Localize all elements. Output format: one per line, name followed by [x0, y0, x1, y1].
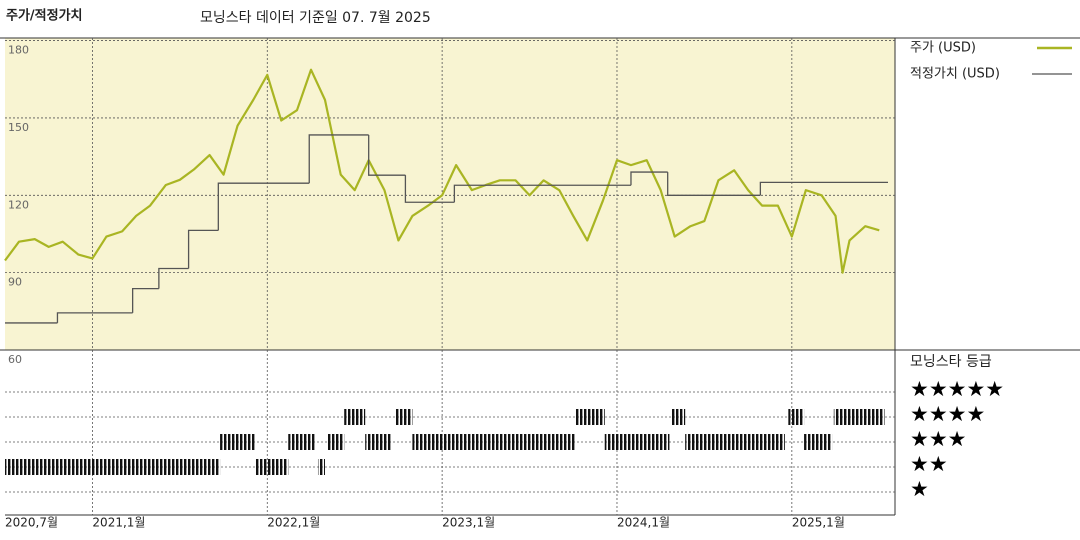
- chart-title: 주가/적정가치: [6, 8, 83, 24]
- rating-label: ★★: [910, 452, 948, 476]
- x-tick-label: 2021,1월: [92, 516, 145, 530]
- fair-value-step: [759, 181, 889, 196]
- rating-bar: [365, 434, 392, 450]
- fair-value-step: [131, 287, 159, 313]
- x-tick-label: 2024,1월: [617, 516, 670, 530]
- fair-value-step: [667, 172, 761, 196]
- y-tick-label: 60: [8, 353, 22, 366]
- rating-bar: [288, 434, 315, 450]
- fair-value-step: [187, 229, 219, 269]
- y-tick-label: 180: [8, 44, 29, 57]
- rating-bar: [575, 409, 605, 425]
- fair-value-step: [308, 134, 369, 184]
- rating-label: ★★★★★: [910, 377, 1004, 401]
- rating-bar: [833, 409, 885, 425]
- rating-label: ★: [910, 477, 929, 501]
- rating-bar: [671, 409, 686, 425]
- x-tick-label: 2020,7월: [5, 516, 58, 530]
- rating-bar: [804, 434, 833, 450]
- x-tick-label: 2025,1월: [792, 516, 845, 530]
- y-tick-label: 120: [8, 198, 29, 211]
- rating-bar: [326, 434, 345, 450]
- x-tick-label: 2022,1월: [267, 516, 320, 530]
- rating-bar: [788, 409, 805, 425]
- fair-value-step: [630, 171, 668, 186]
- rating-bar: [5, 459, 221, 475]
- rating-bar: [394, 409, 413, 425]
- rating-bar: [220, 434, 256, 450]
- fair-value-step: [368, 134, 406, 176]
- fair-value-step: [217, 182, 310, 231]
- rating-bar: [685, 434, 785, 450]
- chart-subtitle: 모닝스타 데이터 기준일 07. 7월 2025: [200, 10, 431, 26]
- rating-title: 모닝스타 등급: [910, 354, 992, 370]
- rating-bar: [317, 459, 325, 475]
- fair-value-step: [158, 267, 189, 289]
- rating-label: ★★★★: [910, 402, 985, 426]
- rating-label: ★★★: [910, 427, 966, 451]
- rating-bar: [604, 434, 670, 450]
- legend-label: 적정가치 (USD): [910, 67, 1000, 82]
- rating-bar: [412, 434, 576, 450]
- y-tick-label: 150: [8, 121, 29, 134]
- rating-bar: [255, 459, 289, 475]
- y-tick-label: 90: [8, 276, 22, 289]
- plot-background: [5, 38, 895, 350]
- fair-value-step: [404, 175, 455, 203]
- fair-value-step: [453, 184, 631, 203]
- legend-label: 주가 (USD): [910, 41, 976, 56]
- price-line: [4, 68, 880, 274]
- x-tick-label: 2023,1월: [442, 516, 495, 530]
- fair-value-step: [56, 312, 133, 323]
- rating-bar: [344, 409, 366, 425]
